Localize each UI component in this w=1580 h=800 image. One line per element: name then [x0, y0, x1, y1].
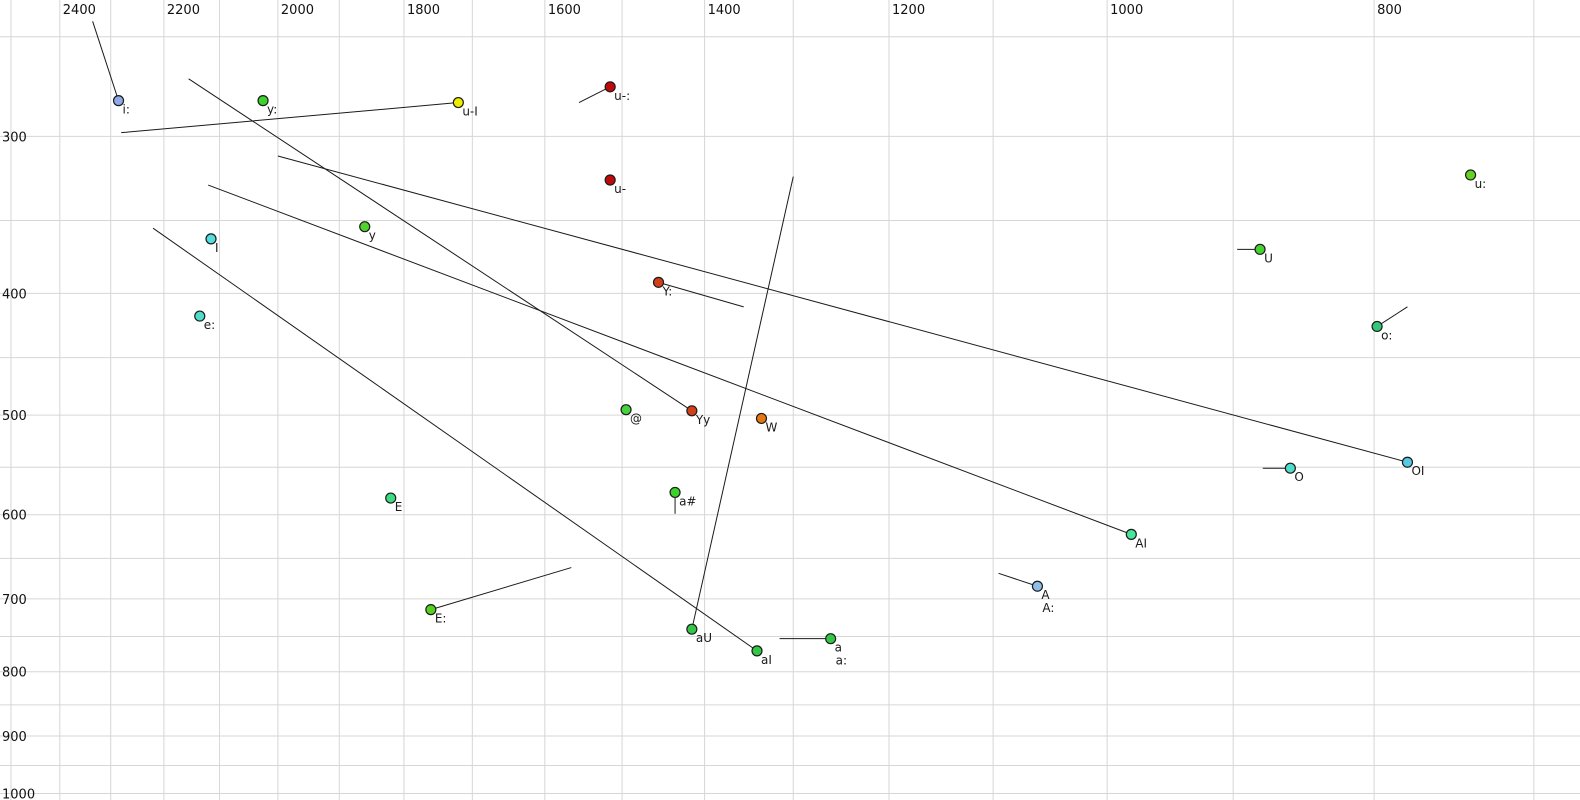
vowel-point-AI[interactable]	[1125, 528, 1137, 540]
vowel-point-label-2: A:	[1042, 601, 1054, 615]
y-tick-label: 400	[2, 287, 27, 302]
vowel-trail-AI	[208, 184, 1132, 535]
x-tick-label: 1400	[708, 3, 741, 18]
vowel-point-label: Yy	[695, 413, 710, 427]
vowel-point-label: AI	[1135, 536, 1147, 550]
x-tick-label: 800	[1377, 3, 1402, 18]
vowel-point-label: u-I	[462, 105, 477, 119]
vowel-point-label-2: a:	[836, 654, 847, 668]
y-tick-label: 600	[2, 509, 27, 524]
vowel-point-u-I[interactable]	[452, 96, 464, 109]
vowel-point-label: y:	[267, 103, 277, 117]
x-tick-label: 1800	[407, 3, 440, 18]
vowel-trail-Yy	[188, 78, 693, 412]
vowel-point-Y:[interactable]	[652, 276, 665, 288]
vowel-trail-OI	[277, 155, 1408, 463]
vowel-trail-aI	[152, 227, 758, 652]
vowel-point-label: y	[369, 229, 376, 243]
x-tick-label: 2000	[281, 3, 314, 18]
vowel-point-label: u-:	[614, 89, 630, 103]
y-tick-label: 500	[2, 409, 27, 424]
vowel-point-e:[interactable]	[194, 310, 206, 322]
vowel-point-label: o:	[1381, 328, 1392, 342]
vowel-point-label: O	[1294, 470, 1303, 484]
vowel-point-y:[interactable]	[257, 95, 269, 107]
y-tick-label: 300	[2, 130, 27, 145]
vowel-point-label: e:	[204, 318, 215, 332]
vowel-point-O[interactable]	[1284, 462, 1296, 474]
vowel-point-E[interactable]	[385, 492, 397, 504]
vowel-point-A[interactable]	[1031, 580, 1044, 592]
vowel-trail-A	[998, 572, 1038, 587]
vowel-point-a[interactable]	[825, 633, 837, 645]
vowel-point-u-:[interactable]	[604, 81, 616, 93]
vowel-point-label: a#	[679, 494, 696, 508]
vowel-point-label: E	[395, 500, 403, 514]
vowel-point-label: I	[215, 241, 219, 255]
vowel-trail-i:	[92, 21, 120, 101]
vowel-trail-E:	[430, 567, 572, 611]
x-tick-label: 1000	[1110, 3, 1143, 18]
vowel-point-i:[interactable]	[112, 95, 125, 107]
vowel-trail-aU	[691, 176, 794, 630]
vowel-point-label: OI	[1411, 464, 1424, 478]
vowel-point-label: u-	[614, 182, 626, 196]
y-tick-label: 1000	[2, 788, 35, 800]
y-tick-label: 900	[2, 730, 27, 745]
vowel-trail-u-:	[578, 86, 611, 103]
vowel-point-E:[interactable]	[425, 604, 437, 616]
vowel-point-OI[interactable]	[1401, 456, 1414, 468]
x-tick-label: 2200	[167, 3, 200, 18]
vowel-trail-Y:	[658, 281, 744, 308]
vowel-point-label: U	[1264, 251, 1273, 265]
vowel-point-label: A	[1041, 588, 1050, 602]
y-tick-label: 700	[2, 593, 27, 608]
vowel-point-aU[interactable]	[686, 623, 698, 635]
y-tick-label: 800	[2, 666, 27, 681]
vowel-trail-o:	[1376, 306, 1408, 327]
vowel-point-label: E:	[435, 612, 447, 626]
vowel-point-Yy[interactable]	[686, 405, 698, 417]
vowel-point-u-[interactable]	[604, 174, 616, 186]
x-tick-label: 1200	[892, 3, 925, 18]
vowel-point-@[interactable]	[620, 404, 632, 416]
vowel-point-label: W	[765, 420, 777, 434]
vowel-point-label: aU	[696, 631, 712, 645]
vowel-point-y[interactable]	[359, 221, 371, 233]
vowel-point-label: Y:	[662, 284, 673, 298]
vowel-point-u:[interactable]	[1464, 169, 1477, 181]
x-tick-label: 1600	[548, 3, 581, 18]
x-tick-label: 2400	[63, 3, 96, 18]
vowel-trail-u-I	[121, 102, 459, 134]
vowel-point-I[interactable]	[205, 233, 217, 245]
vowel-point-label: i:	[123, 103, 130, 117]
vowel-point-label: u:	[1475, 177, 1487, 191]
vowel-point-label: a	[835, 641, 842, 655]
vowel-point-U[interactable]	[1254, 243, 1266, 255]
vowel-point-label: aI	[761, 653, 772, 667]
vowel-point-o:[interactable]	[1371, 320, 1383, 333]
vowel-point-label: @	[630, 412, 642, 426]
vowel-point-a#[interactable]	[669, 486, 681, 499]
vowel-point-aI[interactable]	[751, 645, 763, 657]
vowel-point-W[interactable]	[755, 412, 768, 425]
